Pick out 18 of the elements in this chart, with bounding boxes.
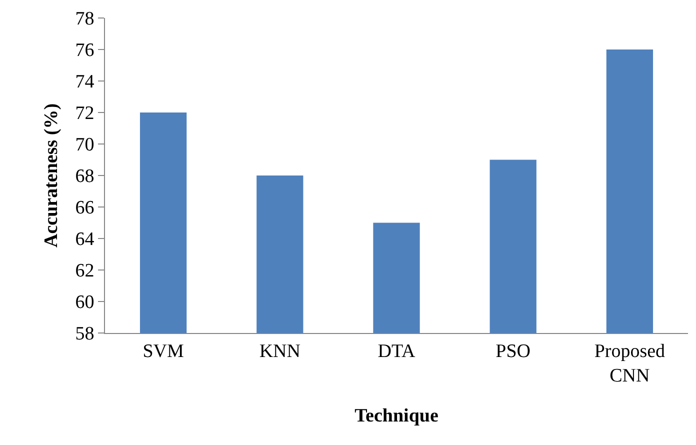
x-tick-label: PSO — [496, 340, 531, 362]
y-tick-label: 62 — [75, 260, 94, 282]
y-tick-label: 74 — [75, 72, 95, 93]
y-tick-label: 70 — [75, 134, 94, 156]
y-tick-label: 66 — [75, 198, 94, 219]
y-tick-label: 72 — [75, 103, 94, 124]
y-tick-label: 78 — [75, 8, 94, 30]
x-tick-label: DTA — [378, 340, 416, 362]
x-tick-label: SVM — [142, 340, 184, 362]
x-tick-label: KNN — [259, 340, 301, 362]
y-axis-title: Accurateness (%) — [41, 103, 62, 248]
y-tick-label: 60 — [75, 292, 94, 314]
x-axis-title: Technique — [354, 405, 438, 426]
y-tick-label: 68 — [75, 166, 94, 188]
y-tick-label: 58 — [75, 324, 94, 345]
x-tick-label: Proposed CNN — [594, 340, 666, 386]
y-tick-label: 76 — [75, 40, 94, 62]
y-tick-label: 64 — [75, 229, 95, 250]
